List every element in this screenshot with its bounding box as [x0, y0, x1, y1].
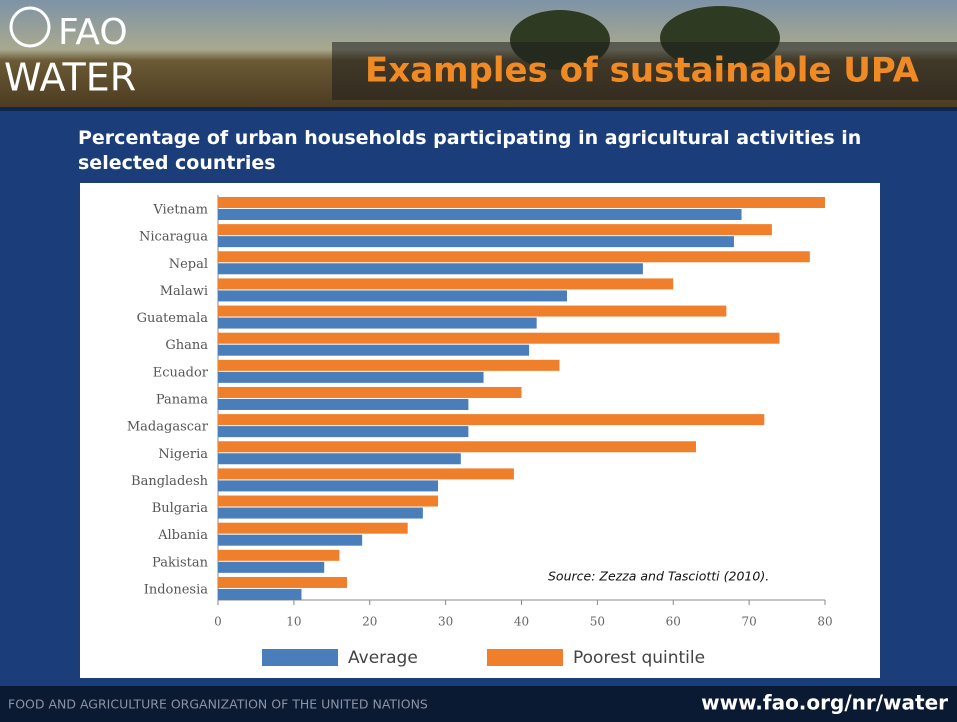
- logo-top: FAO: [58, 12, 128, 53]
- y-tick-label: Pakistan: [152, 555, 209, 570]
- legend-label: Poorest quintile: [573, 648, 705, 668]
- x-tick-label: 20: [362, 615, 377, 629]
- footer-left: FOOD AND AGRICULTURE ORGANIZATION OF THE…: [8, 697, 428, 712]
- bar: [218, 468, 514, 480]
- bar: [218, 441, 697, 453]
- y-tick-label: Albania: [157, 528, 208, 543]
- x-tick-label: 50: [590, 615, 605, 629]
- bar: [218, 398, 469, 410]
- y-tick-label: Guatemala: [137, 311, 209, 326]
- chart-title: Percentage of urban households participa…: [78, 127, 862, 174]
- y-tick-label: Bulgaria: [152, 501, 209, 516]
- bar: [218, 317, 537, 329]
- bar: [218, 507, 423, 519]
- y-tick-label: Panama: [156, 392, 208, 407]
- y-tick-label: Madagascar: [127, 420, 209, 435]
- bar: [218, 495, 439, 507]
- y-tick-label: Ecuador: [153, 365, 209, 380]
- bar: [218, 549, 340, 561]
- header-rule: [0, 107, 957, 111]
- bar: [218, 453, 461, 465]
- legend-swatch: [487, 649, 563, 666]
- footer-bar: [0, 686, 957, 722]
- bar: [218, 209, 742, 220]
- logo-emblem: [9, 6, 51, 48]
- x-tick-label: 0: [214, 615, 222, 629]
- bar: [218, 344, 530, 356]
- y-tick-label: Vietnam: [152, 203, 208, 218]
- y-tick-label: Malawi: [160, 284, 208, 299]
- y-tick-label: Nigeria: [158, 447, 208, 462]
- y-tick-label: Bangladesh: [131, 474, 209, 489]
- logo-bottom: WATER: [4, 56, 136, 100]
- bar: [218, 332, 780, 344]
- bar: [218, 561, 325, 573]
- bar: [218, 480, 439, 492]
- title-box: [332, 42, 957, 100]
- bar: [218, 251, 810, 263]
- bar: [218, 386, 522, 398]
- bar: [218, 414, 765, 426]
- bar: [218, 278, 674, 290]
- y-tick-label: Ghana: [165, 338, 208, 353]
- legend-label: Average: [348, 648, 418, 668]
- bar: [218, 371, 484, 383]
- chart: 0 10 20 30 40 50 60 70 80 Vietnam Nicaragua Nepal Ma…: [127, 195, 833, 668]
- bar: [218, 534, 363, 546]
- bar: [218, 236, 734, 248]
- x-tick-label: 60: [666, 615, 681, 629]
- y-tick-label: Nicaragua: [139, 230, 208, 245]
- bar: [218, 224, 772, 236]
- x-tick-label: 80: [817, 615, 832, 629]
- bar: [218, 522, 408, 534]
- x-tick-label: 70: [741, 615, 756, 629]
- bar: [218, 426, 469, 438]
- x-tick-label: 30: [438, 615, 453, 629]
- y-tick-label: Nepal: [169, 257, 208, 272]
- x-tick-label: 40: [514, 615, 529, 629]
- bar: [218, 359, 560, 371]
- bar: [218, 197, 825, 208]
- bar: [218, 305, 727, 317]
- bar: [218, 588, 302, 600]
- slide-title: Examples of sustainable UPA: [365, 51, 920, 91]
- legend-swatch: [262, 649, 338, 666]
- bar: [218, 576, 347, 588]
- x-tick-label: 10: [286, 615, 301, 629]
- footer-right: www.fao.org/nr/water: [701, 691, 948, 715]
- source-note: Source: Zezza and Tasciotti (2010).: [548, 569, 769, 584]
- bar: [218, 263, 643, 275]
- chart-title-box: Percentage of urban households participa…: [78, 127, 862, 174]
- y-tick-label: Indonesia: [144, 582, 209, 597]
- bar: [218, 290, 568, 302]
